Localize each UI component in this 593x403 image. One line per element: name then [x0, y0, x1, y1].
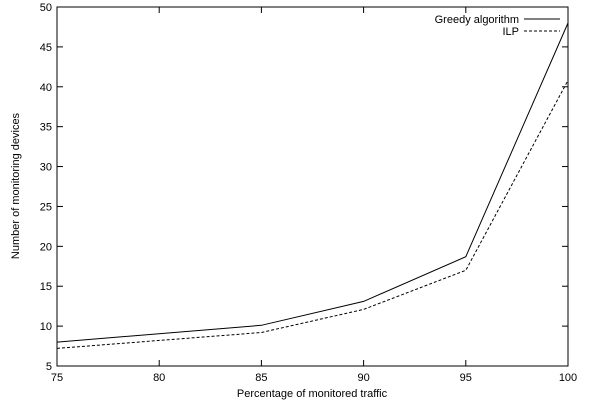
y-tick-label: 10 [40, 321, 52, 333]
axis-ticks: 75 80 85 90 95 100 5 10 15 20 25 30 35 40 45 50 [40, 2, 577, 384]
plot-frame [56, 6, 569, 367]
series-lines [56, 22, 569, 349]
y-tick-label: 5 [46, 361, 52, 373]
y-tick-label: 40 [40, 82, 52, 94]
y-tick-label: 50 [40, 2, 52, 14]
y-tick-label: 20 [40, 241, 52, 253]
x-axis-label: Percentage of monitored traffic [237, 388, 388, 400]
y-axis-label: Number of monitoring devices [10, 112, 22, 259]
legend-label: Greedy algorithm [435, 14, 519, 26]
x-tick-label: 95 [460, 372, 472, 384]
y-tick-label: 45 [40, 42, 52, 54]
legend-label: ILP [502, 26, 519, 38]
y-tick-label: 15 [40, 281, 52, 293]
y-tick-label: 30 [40, 162, 52, 174]
y-tick-label: 35 [40, 122, 52, 134]
x-tick-label: 75 [51, 372, 63, 384]
x-tick-label: 80 [153, 372, 165, 384]
x-tick-label: 90 [357, 372, 369, 384]
y-tick-label: 25 [40, 201, 52, 213]
series-line-greedy-algorithm [56, 22, 569, 343]
x-tick-label: 100 [559, 372, 577, 384]
series-line-ilp [56, 80, 569, 349]
x-tick-label: 85 [255, 372, 267, 384]
